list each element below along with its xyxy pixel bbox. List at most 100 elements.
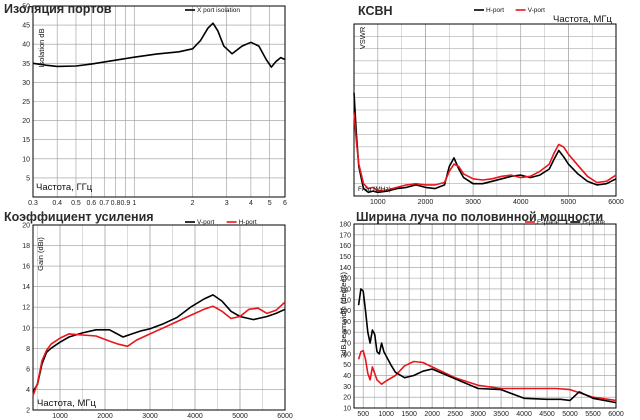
vswr-xtick-label: 2000	[418, 199, 434, 206]
gain-xlabel: Частота, МГц	[37, 398, 97, 409]
vswr-series-v-port	[353, 112, 617, 192]
isolation-xtick-label: 2	[191, 200, 195, 207]
gain-legend-label: V-port	[197, 219, 215, 226]
vswr-series-h-port	[353, 92, 617, 194]
beamwidth-xtick-label: 2500	[447, 411, 463, 418]
beamwidth-xtick-label: 3000	[470, 411, 486, 418]
chart-beamwidth-title: Ширина луча по половинной мощности	[356, 210, 604, 224]
gain-ylabel: Gain (dBi)	[36, 237, 45, 271]
gain-series-v-port	[32, 294, 286, 392]
beamwidth-legend-label: E-plane	[537, 219, 560, 226]
beamwidth-ytick-label: 130	[339, 276, 351, 283]
isolation-xtick-label: 1	[132, 200, 136, 207]
isolation-xtick-label: 0.4	[52, 200, 62, 207]
gain-xtick-label: 3000	[142, 413, 158, 420]
gain-legend: V-port H-port	[185, 219, 257, 226]
beamwidth-legend-label: H-plane	[582, 219, 605, 226]
isolation-ytick-label: 15	[22, 137, 30, 144]
isolation-xtick-label: 0.7	[99, 200, 109, 207]
vswr-annotation: Частота, МГц	[553, 14, 613, 25]
gain-legend-label: H-port	[239, 219, 257, 226]
isolation-frame	[32, 5, 286, 198]
gain-xtick-label: 2000	[97, 413, 113, 420]
vswr-xtick-label: 6000	[608, 199, 624, 206]
gain-grid: 1000 2000 3000 4000 5000 6000 2 4 6 8 10 12 14 16 18 20	[22, 223, 293, 420]
vswr-frame	[353, 23, 617, 197]
vswr-legend-label: V-port	[528, 7, 546, 14]
gain-xtick-label: 4000	[187, 413, 203, 420]
gain-frame	[32, 224, 286, 411]
isolation-ylabel: Isolation dB	[37, 28, 46, 67]
gain-xtick-label: 5000	[232, 413, 248, 420]
gain-ytick-label: 10	[22, 325, 30, 332]
isolation-ytick-label: 10	[22, 156, 30, 163]
gain-xtick-label: 1000	[52, 413, 68, 420]
isolation-xtick-label: 0.8	[111, 200, 121, 207]
beamwidth-ytick-label: 120	[339, 286, 351, 293]
isolation-legend: X port isolation	[185, 7, 240, 14]
chart-gain-svg: 1000 2000 3000 4000 5000 6000 2 4 6 8 10 12 14 16 18 20…	[22, 219, 293, 420]
chart-vswr-svg: 1000 2000 3000 4000 5000 6000 H-port V-port VSWR…	[353, 7, 624, 206]
beamwidth-ytick-label: 160	[339, 243, 351, 250]
chart-gain-title: Коэффициент усиления	[4, 210, 154, 224]
isolation-ytick-label: 5	[26, 175, 30, 182]
beamwidth-xtick-label: 4000	[516, 411, 532, 418]
isolation-series-x-port-isolation	[32, 22, 286, 68]
gain-ytick-label: 20	[22, 223, 30, 230]
beamwidth-series-e-plane	[357, 349, 617, 402]
beamwidth-ylabel: 3dB beamwidth (degrees)	[339, 272, 348, 358]
beamwidth-xtick-label: 5000	[562, 411, 578, 418]
vswr-xtick-label: 3000	[465, 199, 481, 206]
beamwidth-xtick-label: 1500	[401, 411, 417, 418]
isolation-xtick-label: 0.5	[71, 200, 81, 207]
vswr-ylabel: VSWR	[358, 26, 367, 49]
isolation-xlabel: Частота, ГГц	[36, 182, 93, 193]
gain-ytick-label: 18	[22, 243, 30, 250]
beamwidth-ytick-label: 50	[343, 362, 351, 369]
vswr-xtick-label: 1000	[370, 199, 386, 206]
isolation-legend-label: X port isolation	[197, 7, 240, 14]
beamwidth-xtick-label: 6000	[608, 411, 624, 418]
isolation-xtick-label: 0.6	[86, 200, 96, 207]
chart-vswr-title: КСВН	[358, 4, 393, 18]
beamwidth-xtick-label: 2000	[424, 411, 440, 418]
beamwidth-xtick-label: 1000	[378, 411, 394, 418]
beamwidth-grid: 500 1000 1500 2000 2500 3000 3500 4000 4500 5000 5…	[339, 222, 624, 419]
isolation-ytick-label: 50	[22, 4, 30, 11]
beamwidth-ytick-label: 90	[343, 319, 351, 326]
beamwidth-legend: E-plane H-plane	[525, 219, 605, 226]
isolation-ytick-label: 40	[22, 42, 30, 49]
beamwidth-ytick-label: 100	[339, 308, 351, 315]
gain-series-h-port	[32, 301, 286, 396]
beamwidth-ytick-label: 60	[343, 351, 351, 358]
gain-ytick-label: 8	[26, 346, 30, 353]
beamwidth-ytick-label: 170	[339, 232, 351, 239]
chart-isolation: 0.3 0.4 0.5 0.6 0.7 0.8 0.9 1 2 3 4 5 6 5 10 15 20 25 30 35…	[0, 0, 300, 210]
gain-xtick-label: 6000	[277, 413, 293, 420]
beamwidth-series-h-plane	[357, 288, 617, 404]
vswr-xtick-label: 5000	[561, 199, 577, 206]
beamwidth-ytick-label: 150	[339, 254, 351, 261]
chart-vswr: 1000 2000 3000 4000 5000 6000 H-port V-port VSWR…	[320, 0, 640, 210]
beamwidth-ytick-label: 20	[343, 395, 351, 402]
beamwidth-ytick-label: 40	[343, 373, 351, 380]
beamwidth-ytick-label: 10	[343, 406, 351, 413]
chart-isolation-svg: 0.3 0.4 0.5 0.6 0.7 0.8 0.9 1 2 3 4 5 65101520253035…	[22, 4, 287, 208]
beamwidth-xtick-label: 5500	[585, 411, 601, 418]
isolation-ytick-label: 20	[22, 118, 30, 125]
beamwidth-ytick-label: 110	[340, 297, 351, 304]
isolation-xtick-label: 0.3	[28, 200, 38, 207]
beamwidth-ytick-label: 70	[343, 341, 351, 348]
isolation-grid: 0.3 0.4 0.5 0.6 0.7 0.8 0.9 1 2 3 4 5 65101520253035…	[22, 4, 287, 208]
beamwidth-ytick-label: 80	[343, 330, 351, 337]
gain-ytick-label: 6	[26, 366, 30, 373]
beamwidth-ytick-label: 180	[339, 222, 351, 229]
isolation-xtick-label: 6	[283, 200, 287, 207]
gain-ytick-label: 16	[22, 264, 30, 271]
vswr-grid: 1000 2000 3000 4000 5000 6000	[354, 24, 624, 206]
vswr-legend-label: H-port	[486, 7, 504, 14]
gain-ytick-label: 4	[26, 387, 30, 394]
isolation-xtick-label: 5	[268, 200, 272, 207]
vswr-legend: H-port V-port	[474, 7, 545, 14]
gain-ytick-label: 12	[22, 305, 30, 312]
